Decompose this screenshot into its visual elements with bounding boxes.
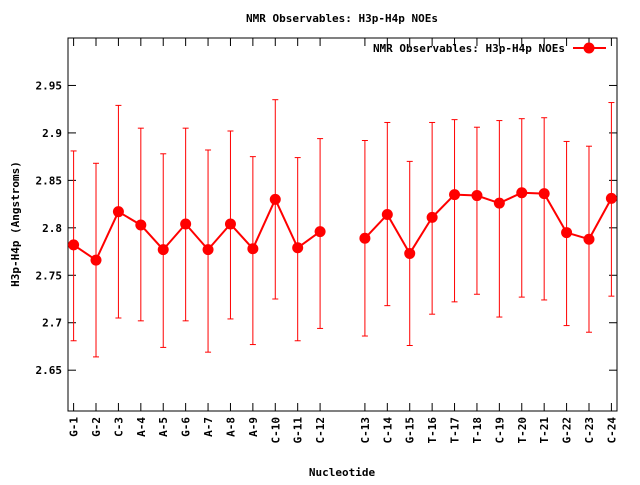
x-tick-label: G-6: [180, 417, 193, 437]
x-tick-label: T-21: [538, 417, 551, 444]
y-tick-label: 2.8: [42, 222, 62, 235]
data-point: [157, 244, 169, 256]
data-point: [269, 193, 281, 205]
series-line-segment: [207, 223, 232, 251]
chart-title: NMR Observables: H3p-H4p NOEs: [246, 12, 438, 25]
x-tick-label: G-11: [292, 417, 305, 444]
x-tick-label: G-22: [561, 417, 574, 444]
series-line-segment: [408, 216, 433, 254]
data-point: [583, 233, 595, 245]
y-tick-label: 2.65: [36, 364, 63, 377]
legend-label: NMR Observables: H3p-H4p NOEs: [373, 42, 565, 55]
series-line-segment: [162, 223, 187, 251]
data-point: [359, 232, 371, 244]
x-tick-label: C-24: [605, 417, 618, 444]
data-point: [292, 242, 304, 254]
x-tick-label: C-19: [493, 417, 506, 444]
data-point: [112, 206, 124, 218]
x-tick-label: A-7: [202, 417, 215, 437]
series-line-segment: [251, 198, 277, 250]
x-tick-label: G-2: [90, 417, 103, 437]
x-tick-label: C-13: [359, 417, 372, 444]
data-point: [493, 197, 505, 209]
series-line-segment: [95, 211, 120, 261]
series-line-segment: [229, 223, 254, 250]
data-point: [516, 187, 528, 199]
x-tick-label: T-20: [516, 417, 529, 444]
y-tick-label: 2.7: [42, 317, 62, 330]
x-tick-label: C-23: [583, 417, 596, 444]
series-line-segment: [184, 223, 209, 251]
x-tick-label: T-18: [471, 417, 484, 444]
data-point: [180, 218, 192, 230]
data-point: [247, 243, 259, 255]
y-tick-label: 2.95: [36, 79, 63, 92]
plot-border: [67, 37, 618, 412]
data-point: [135, 219, 147, 231]
y-tick-label: 2.9: [42, 127, 62, 140]
x-tick-label: T-17: [449, 417, 462, 444]
y-axis-label: H3p-H4p (Angstroms): [9, 161, 22, 287]
series-line-segment: [386, 214, 411, 254]
data-point: [68, 239, 80, 251]
x-tick-label: C-12: [314, 417, 327, 444]
x-tick-label: A-9: [247, 417, 260, 437]
data-point: [471, 190, 483, 202]
x-tick-label: C-14: [381, 417, 394, 444]
data-point: [561, 227, 573, 239]
legend-marker: [583, 42, 595, 54]
x-axis-label: Nucleotide: [309, 466, 376, 479]
x-tick-label: G-1: [68, 417, 81, 437]
series-line-segment: [140, 224, 164, 251]
x-tick-label: T-16: [426, 417, 439, 444]
data-point: [381, 209, 393, 221]
data-point: [224, 218, 236, 230]
series-line-segment: [274, 198, 299, 249]
x-tick-label: A-5: [157, 417, 170, 437]
x-tick-label: G-15: [404, 417, 417, 444]
x-tick-label: C-10: [269, 417, 282, 444]
data-point: [426, 211, 438, 223]
x-tick-label: A-4: [135, 417, 148, 437]
data-point: [314, 226, 326, 238]
x-tick-label: C-3: [112, 417, 125, 437]
x-tick-label: A-8: [224, 417, 237, 437]
data-point: [605, 192, 617, 204]
data-point: [404, 247, 416, 259]
y-tick-label: 2.85: [36, 174, 63, 187]
series-line-segment: [588, 197, 613, 240]
data-point: [202, 244, 214, 256]
data-point: [538, 188, 550, 200]
data-point: [90, 254, 102, 266]
series-line-segment: [543, 193, 568, 234]
y-tick-label: 2.75: [36, 269, 63, 282]
data-point: [449, 189, 461, 201]
